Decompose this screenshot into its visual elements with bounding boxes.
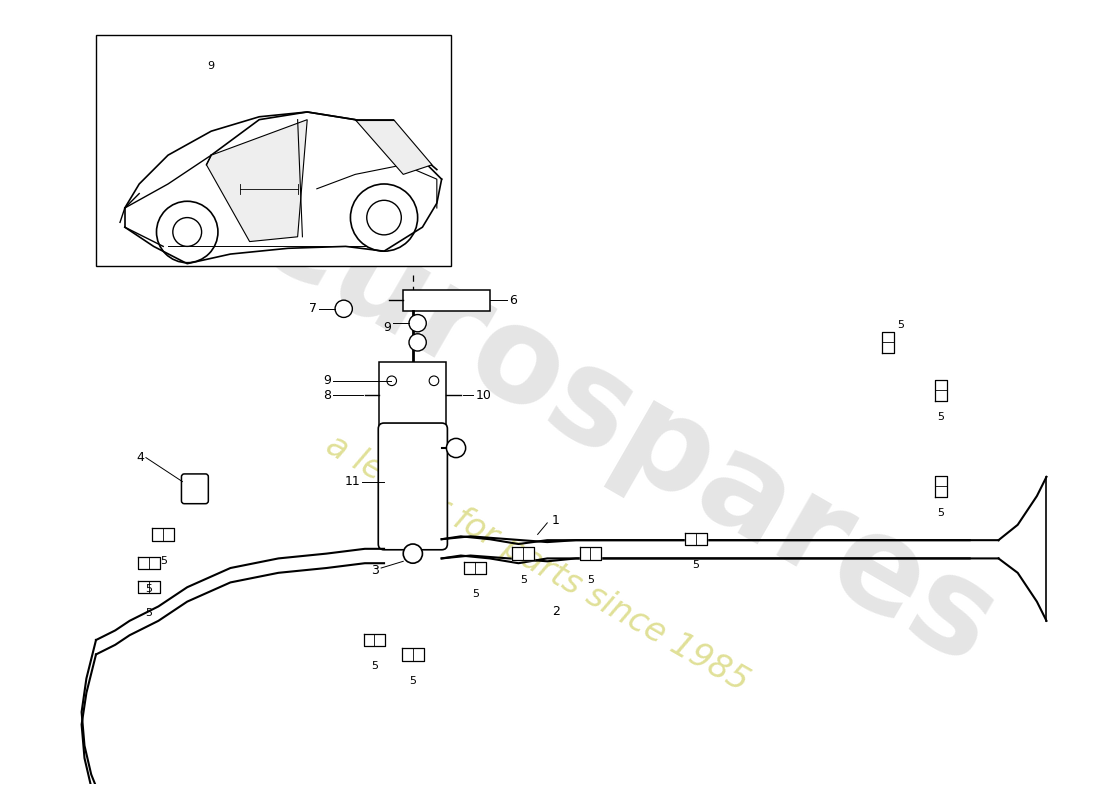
Text: 10: 10 xyxy=(475,389,491,402)
Text: 5: 5 xyxy=(371,661,378,671)
Text: 8: 8 xyxy=(323,389,331,402)
Circle shape xyxy=(409,314,427,332)
Polygon shape xyxy=(580,547,602,560)
Bar xyxy=(96,35,451,266)
Polygon shape xyxy=(139,581,159,594)
Text: 5: 5 xyxy=(693,560,700,570)
Text: 5: 5 xyxy=(409,675,416,686)
Text: 6: 6 xyxy=(509,294,517,306)
Text: 9: 9 xyxy=(323,374,331,387)
Polygon shape xyxy=(139,557,159,570)
Text: 3: 3 xyxy=(372,564,379,578)
Polygon shape xyxy=(882,332,894,353)
Circle shape xyxy=(404,544,422,563)
Bar xyxy=(404,290,490,310)
Polygon shape xyxy=(355,120,432,174)
FancyBboxPatch shape xyxy=(378,423,448,550)
Text: 11: 11 xyxy=(344,475,360,488)
Text: 7: 7 xyxy=(309,302,317,315)
Circle shape xyxy=(336,300,352,318)
Polygon shape xyxy=(464,562,486,574)
Polygon shape xyxy=(153,528,174,541)
Circle shape xyxy=(173,218,201,246)
Text: eurospares: eurospares xyxy=(231,165,1018,693)
Text: 5: 5 xyxy=(898,320,904,330)
Circle shape xyxy=(409,334,427,351)
Text: 5: 5 xyxy=(145,584,152,594)
Text: 5: 5 xyxy=(160,555,167,566)
Text: 5: 5 xyxy=(587,574,594,585)
Polygon shape xyxy=(364,634,385,646)
Text: 5: 5 xyxy=(519,574,527,585)
Text: 5: 5 xyxy=(145,608,152,618)
Text: a leader for parts since 1985: a leader for parts since 1985 xyxy=(320,428,755,698)
Bar xyxy=(379,362,447,429)
Text: 5: 5 xyxy=(937,507,945,518)
Text: 5: 5 xyxy=(937,411,945,422)
Circle shape xyxy=(366,200,402,235)
Text: 1: 1 xyxy=(552,514,560,526)
Circle shape xyxy=(429,376,439,386)
Polygon shape xyxy=(403,648,424,661)
Text: 2: 2 xyxy=(552,605,560,618)
Circle shape xyxy=(351,184,418,251)
Text: 9: 9 xyxy=(383,322,390,334)
Text: 9: 9 xyxy=(208,61,214,71)
Text: 5: 5 xyxy=(472,589,478,599)
Text: 4: 4 xyxy=(136,451,144,464)
Polygon shape xyxy=(513,547,534,560)
Circle shape xyxy=(447,438,465,458)
Circle shape xyxy=(156,202,218,262)
Polygon shape xyxy=(207,120,307,242)
Circle shape xyxy=(387,376,396,386)
Polygon shape xyxy=(935,380,947,401)
Polygon shape xyxy=(685,533,707,546)
Polygon shape xyxy=(935,476,947,497)
FancyBboxPatch shape xyxy=(182,474,208,504)
